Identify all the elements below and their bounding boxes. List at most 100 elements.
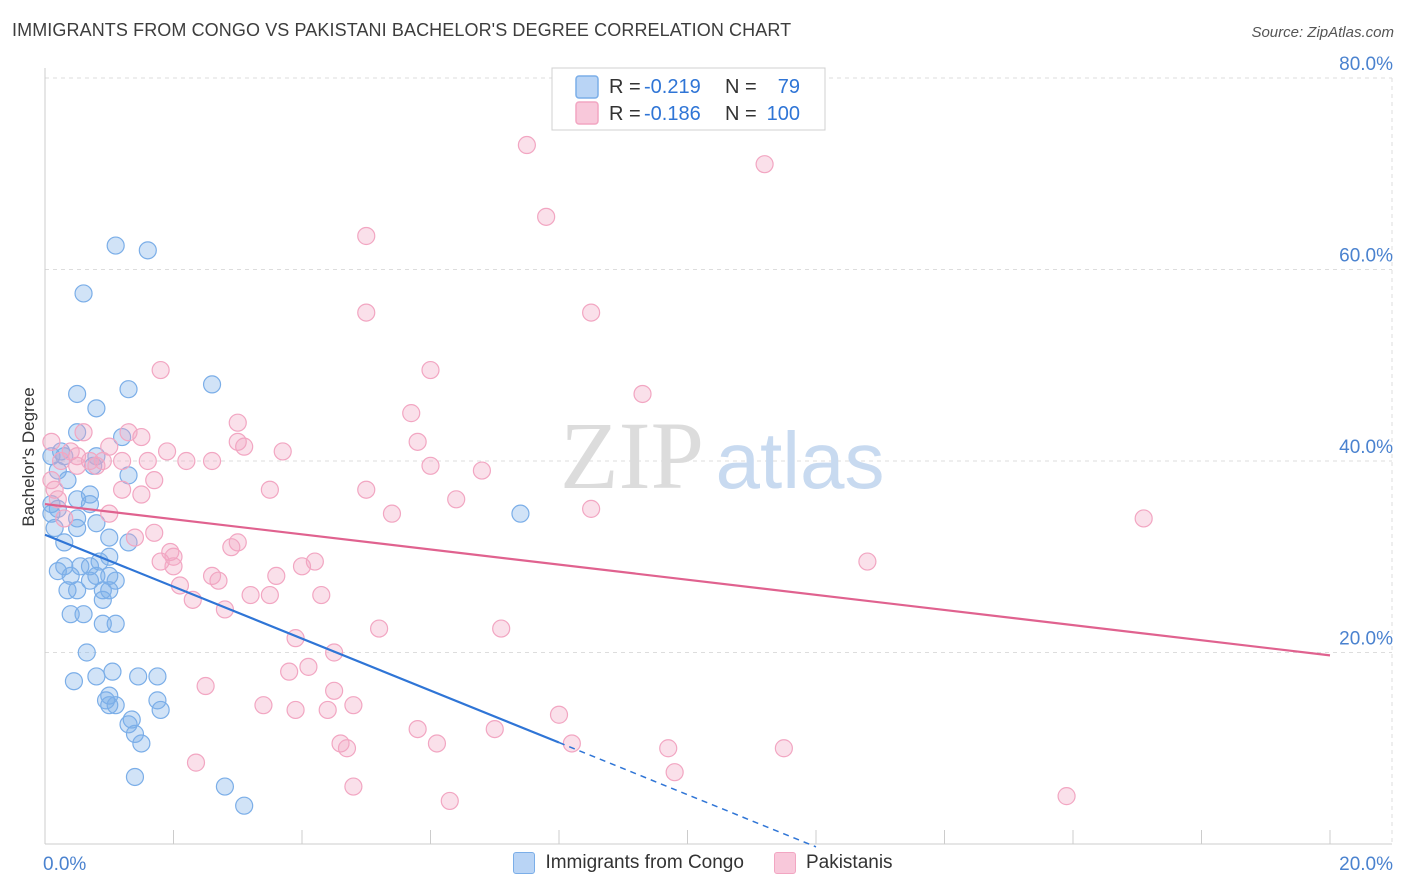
point-pakistani	[138, 451, 157, 471]
point-pakistani	[1134, 509, 1153, 528]
point-pakistani	[209, 571, 228, 590]
point-pakistani	[421, 360, 440, 380]
point-pakistani	[267, 566, 286, 586]
point-pakistani	[357, 303, 376, 322]
point-pakistani	[357, 226, 376, 246]
point-pakistani	[42, 471, 61, 490]
point-pakistani	[177, 451, 196, 471]
point-congo	[58, 581, 77, 600]
y-tick-label: 40.0%	[1339, 437, 1393, 458]
point-pakistani	[421, 456, 440, 475]
trend-line-pakistanis	[44, 502, 1331, 657]
point-congo	[68, 384, 87, 404]
legend-n-value-congo: 79	[778, 76, 800, 98]
watermark-atlas: atlas	[716, 416, 885, 505]
point-congo	[103, 662, 122, 681]
legend-bottom: Immigrants from Congo Pakistanis	[0, 852, 1406, 874]
point-pakistani	[280, 662, 299, 681]
point-pakistani	[151, 360, 170, 380]
point-congo	[68, 509, 87, 528]
point-pakistani	[125, 528, 145, 547]
point-pakistani	[755, 155, 774, 174]
point-congo	[125, 767, 145, 787]
data-points	[42, 135, 1153, 815]
point-congo	[87, 514, 106, 533]
point-pakistani	[132, 427, 151, 447]
y-tick-label: 20.0%	[1339, 629, 1393, 650]
y-tick-label: 60.0%	[1339, 246, 1393, 267]
point-congo	[61, 605, 80, 624]
point-congo	[90, 552, 109, 571]
point-congo	[87, 399, 106, 418]
legend-top: R = -0.219 N = 79 R = -0.186 N = 100	[551, 67, 826, 131]
point-pakistani	[312, 585, 331, 605]
point-pakistani	[659, 739, 678, 758]
point-pakistani	[408, 719, 427, 739]
legend-swatch-congo	[575, 75, 599, 99]
point-pakistani	[344, 696, 363, 715]
point-pakistani	[1057, 787, 1076, 806]
point-congo	[64, 672, 84, 691]
point-congo	[129, 667, 148, 686]
watermark-zip: ZIP	[560, 402, 704, 509]
point-pakistani	[228, 533, 247, 552]
point-pakistani	[562, 734, 581, 753]
axes	[44, 68, 1392, 845]
point-congo	[151, 700, 170, 720]
point-pakistani	[254, 696, 273, 715]
point-pakistani	[112, 480, 132, 499]
point-pakistani	[774, 739, 793, 758]
point-congo	[93, 614, 112, 633]
point-pakistani	[402, 404, 421, 423]
point-pakistani	[74, 423, 93, 442]
point-pakistani	[48, 490, 67, 509]
point-congo	[100, 581, 119, 600]
point-pakistani	[344, 777, 363, 796]
point-congo	[202, 375, 222, 394]
point-congo	[119, 380, 138, 399]
point-congo	[511, 504, 530, 523]
point-pakistani	[357, 480, 376, 499]
point-congo	[68, 423, 87, 442]
legend-r-label-pakistanis: R =	[609, 103, 641, 125]
legend-n-label-pakistanis: N =	[725, 103, 757, 125]
point-congo	[106, 614, 125, 633]
legend-label-pakistanis: Pakistanis	[805, 852, 893, 873]
point-congo	[68, 581, 87, 600]
trend-line-congo	[44, 533, 560, 744]
point-pakistani	[325, 681, 344, 700]
point-congo	[68, 490, 87, 509]
point-pakistani	[286, 700, 305, 720]
point-pakistani	[382, 504, 402, 523]
point-pakistani	[337, 739, 357, 758]
point-pakistani	[241, 585, 260, 605]
point-pakistani	[370, 619, 389, 638]
point-pakistani	[55, 509, 74, 528]
point-congo	[74, 605, 93, 624]
y-axis-label: Bachelor's Degree	[19, 387, 38, 526]
legend-n-value-pakistanis: 100	[767, 103, 800, 125]
legend-item-congo[interactable]: Immigrants from Congo	[513, 852, 744, 874]
legend-item-pakistanis[interactable]: Pakistanis	[773, 852, 893, 874]
legend-swatch-pakistanis	[575, 101, 599, 125]
point-pakistani	[145, 523, 164, 542]
point-pakistani	[633, 384, 652, 404]
point-pakistani	[537, 207, 556, 226]
point-congo	[106, 236, 125, 255]
point-pakistani	[186, 753, 206, 772]
legend-r-label-congo: R =	[609, 76, 641, 98]
point-pakistani	[112, 451, 132, 471]
point-congo	[100, 686, 119, 705]
point-congo	[132, 734, 151, 753]
legend-n-label-congo: N =	[725, 76, 757, 98]
legend-swatch-congo-bottom	[513, 852, 536, 874]
point-congo	[71, 557, 90, 576]
point-congo	[125, 724, 145, 743]
y-tick-label: 80.0%	[1339, 54, 1393, 75]
point-pakistani	[299, 657, 318, 676]
point-pakistani	[582, 499, 601, 518]
point-congo	[100, 696, 119, 715]
point-pakistani	[100, 504, 119, 523]
point-congo	[122, 710, 141, 729]
x-tick-label: 0.0%	[43, 854, 86, 875]
